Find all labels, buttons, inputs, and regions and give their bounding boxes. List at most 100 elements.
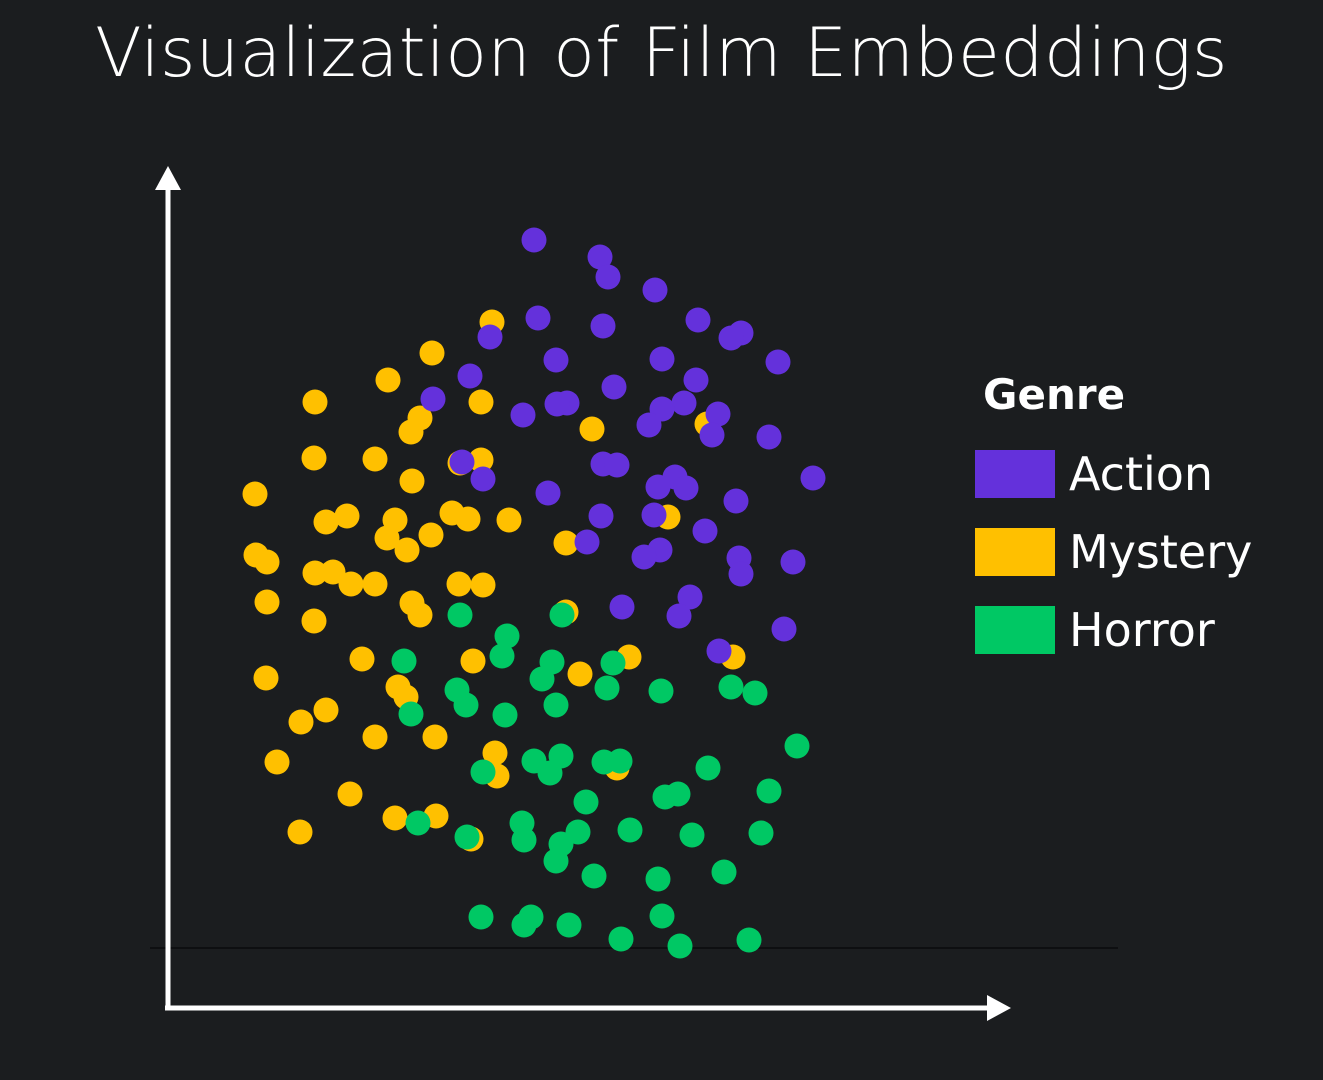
point-action-48 <box>771 616 797 642</box>
point-mystery-57 <box>382 805 408 831</box>
point-horror-11 <box>718 674 744 700</box>
point-mystery-9 <box>301 445 327 471</box>
point-mystery-3 <box>302 389 328 415</box>
point-mystery-44 <box>253 665 279 691</box>
point-action-9 <box>718 325 744 351</box>
point-horror-2 <box>494 623 520 649</box>
point-horror-25 <box>756 778 782 804</box>
point-action-0 <box>521 227 547 253</box>
legend-item-horror: Horror <box>975 591 1252 669</box>
point-horror-28 <box>573 789 599 815</box>
point-action-3 <box>642 277 668 303</box>
point-horror-1 <box>549 602 575 628</box>
point-horror-38 <box>543 848 569 874</box>
point-horror-29 <box>405 810 431 836</box>
point-mystery-58 <box>287 819 313 845</box>
point-action-34 <box>535 480 561 506</box>
point-horror-24 <box>695 755 721 781</box>
point-mystery-48 <box>288 709 314 735</box>
point-horror-13 <box>453 692 479 718</box>
point-action-47 <box>666 603 692 629</box>
point-horror-7 <box>529 666 555 692</box>
point-action-28 <box>604 452 630 478</box>
legend-label-horror: Horror <box>1069 603 1215 657</box>
point-action-45 <box>677 584 703 610</box>
point-action-12 <box>765 349 791 375</box>
point-action-32 <box>645 474 671 500</box>
legend-swatch-horror <box>975 606 1055 654</box>
point-action-38 <box>692 518 718 544</box>
x-axis-arrowhead <box>987 995 1011 1021</box>
point-horror-12 <box>742 680 768 706</box>
point-mystery-52 <box>264 749 290 775</box>
point-action-13 <box>457 363 483 389</box>
point-horror-22 <box>470 759 496 785</box>
point-horror-27 <box>665 781 691 807</box>
point-action-44 <box>728 561 754 587</box>
point-mystery-11 <box>468 447 494 473</box>
point-mystery-24 <box>553 530 579 556</box>
legend-swatch-mystery <box>975 528 1055 576</box>
point-mystery-36 <box>407 602 433 628</box>
point-mystery-10 <box>362 446 388 472</box>
point-horror-46 <box>556 912 582 938</box>
point-mystery-42 <box>460 648 486 674</box>
point-action-15 <box>601 374 627 400</box>
y-axis-arrowhead <box>155 166 181 190</box>
point-action-49 <box>706 638 732 664</box>
point-action-39 <box>574 529 600 555</box>
points-layer <box>242 227 826 959</box>
point-horror-14 <box>543 692 569 718</box>
point-mystery-22 <box>418 522 444 548</box>
chart-title: Visualization of Film Embeddings <box>95 14 1228 93</box>
point-mystery-41 <box>349 646 375 672</box>
point-mystery-37 <box>301 608 327 634</box>
point-horror-17 <box>784 733 810 759</box>
point-action-30 <box>470 466 496 492</box>
point-action-2 <box>595 264 621 290</box>
point-action-14 <box>683 367 709 393</box>
point-mystery-16 <box>334 503 360 529</box>
point-action-37 <box>641 502 667 528</box>
point-horror-39 <box>581 863 607 889</box>
point-action-25 <box>756 424 782 450</box>
point-action-16 <box>420 386 446 412</box>
point-action-36 <box>588 503 614 529</box>
point-mystery-6 <box>398 419 424 445</box>
legend-label-mystery: Mystery <box>1069 525 1253 579</box>
point-mystery-1 <box>419 340 445 366</box>
legend: Genre Action Mystery Horror <box>975 370 1252 669</box>
point-mystery-28 <box>302 560 328 586</box>
point-mystery-32 <box>446 571 472 597</box>
point-action-41 <box>631 544 657 570</box>
point-horror-47 <box>608 926 634 952</box>
point-horror-49 <box>736 927 762 953</box>
point-mystery-25 <box>394 537 420 563</box>
point-action-10 <box>543 347 569 373</box>
point-action-35 <box>723 488 749 514</box>
point-horror-33 <box>679 822 705 848</box>
point-horror-31 <box>617 817 643 843</box>
point-mystery-2 <box>375 367 401 393</box>
point-horror-10 <box>648 678 674 704</box>
point-mystery-47 <box>313 697 339 723</box>
point-mystery-20 <box>496 507 522 533</box>
point-action-21 <box>510 402 536 428</box>
point-action-1 <box>587 244 613 270</box>
point-horror-0 <box>447 602 473 628</box>
point-mystery-29 <box>320 559 346 585</box>
point-horror-35 <box>454 824 480 850</box>
legend-title: Genre <box>983 370 1126 419</box>
point-horror-9 <box>594 675 620 701</box>
point-horror-45 <box>511 912 537 938</box>
point-action-5 <box>685 307 711 333</box>
point-action-19 <box>671 390 697 416</box>
point-mystery-50 <box>422 724 448 750</box>
point-action-24 <box>699 422 725 448</box>
point-mystery-49 <box>362 724 388 750</box>
point-mystery-51 <box>482 740 508 766</box>
point-mystery-8 <box>579 416 605 442</box>
legend-swatch-action <box>975 450 1055 498</box>
point-action-22 <box>705 401 731 427</box>
